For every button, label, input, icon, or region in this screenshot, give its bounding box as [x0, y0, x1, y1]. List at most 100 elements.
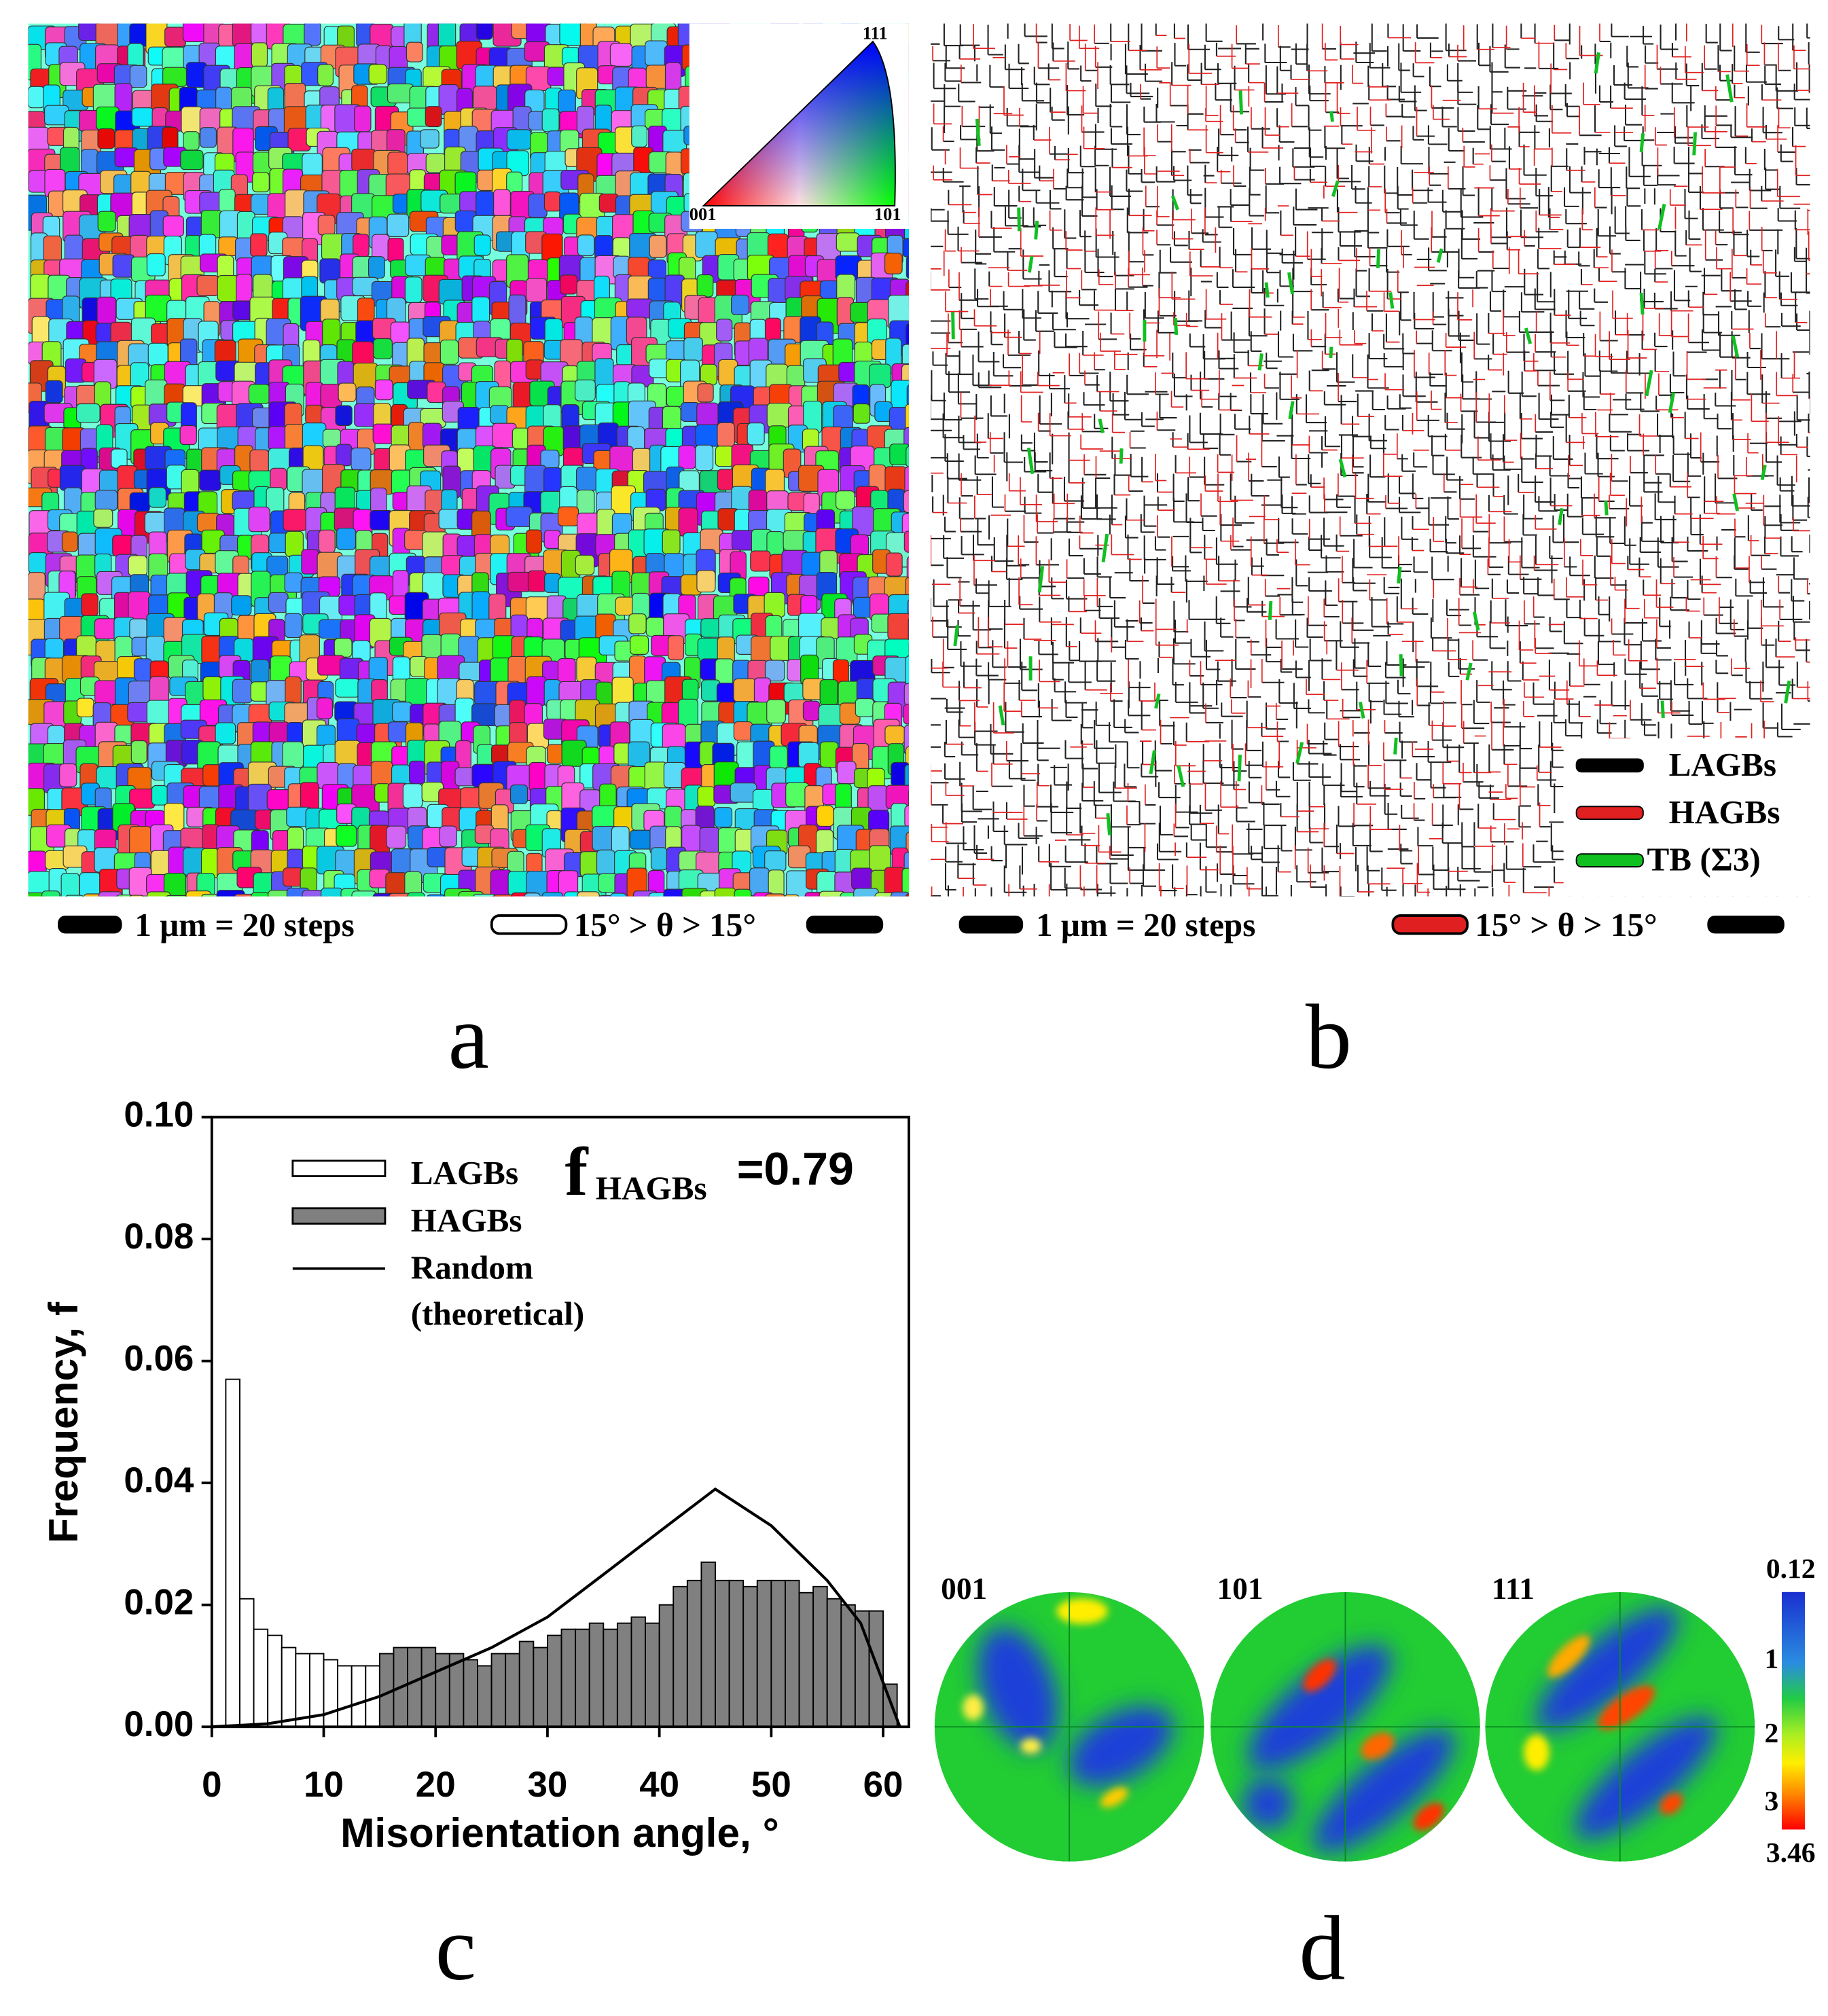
- grain: [59, 763, 77, 787]
- grain: [558, 89, 576, 114]
- grain: [335, 678, 360, 698]
- scale-bar: [58, 915, 122, 934]
- bar: [490, 1653, 507, 1728]
- grain: [543, 530, 561, 550]
- boundary-text: 15° > θ > 15°: [1475, 906, 1657, 943]
- grain: [493, 189, 511, 217]
- boundary-map: LAGBs HAGBs TB (Σ3): [931, 23, 1810, 897]
- grain: [626, 298, 653, 319]
- grain: [609, 43, 633, 67]
- grain: [906, 556, 909, 592]
- grain: [253, 274, 273, 300]
- grain: [28, 871, 52, 895]
- grain: [905, 746, 909, 769]
- grain: [351, 890, 377, 897]
- grain: [268, 592, 289, 613]
- grain: [543, 191, 562, 212]
- grain: [338, 382, 357, 402]
- grain: [374, 379, 393, 401]
- grain: [41, 890, 60, 897]
- bar: [518, 1640, 535, 1728]
- grain: [908, 789, 909, 811]
- grain: [28, 552, 48, 574]
- grain: [645, 617, 665, 637]
- grain: [766, 699, 786, 724]
- grain: [402, 783, 423, 808]
- annotation-value: =0.79: [737, 1143, 854, 1195]
- grain: [351, 148, 376, 173]
- grain: [409, 760, 426, 785]
- bar: [323, 1659, 339, 1728]
- grain: [183, 131, 200, 151]
- bar: [267, 1634, 283, 1728]
- grain: [373, 338, 393, 359]
- grain: [79, 872, 101, 897]
- bar: [281, 1646, 297, 1728]
- grain: [753, 892, 774, 897]
- grain: [232, 679, 253, 704]
- grain: [248, 384, 270, 404]
- grain: [162, 215, 184, 237]
- grain: [750, 550, 771, 572]
- grain: [903, 530, 909, 553]
- grain: [427, 894, 446, 897]
- grain: [766, 490, 789, 512]
- grain: [305, 404, 323, 425]
- grain: [526, 676, 547, 706]
- bar: [546, 1634, 562, 1728]
- grain: [769, 745, 788, 770]
- grain: [884, 253, 903, 274]
- boundary-swatch: [806, 915, 884, 934]
- pole-blob: [1020, 1738, 1041, 1754]
- scale-bar: [958, 915, 1024, 934]
- grain: [716, 319, 733, 342]
- bar: [812, 1585, 828, 1728]
- grain: [524, 893, 541, 897]
- bar: [239, 1598, 255, 1728]
- grain: [202, 676, 223, 701]
- grain: [528, 761, 547, 792]
- grain: [527, 570, 547, 592]
- bar: [798, 1591, 814, 1728]
- grain: [215, 722, 236, 744]
- scale-text: 1 μm = 20 steps: [135, 906, 354, 943]
- grain: [768, 869, 785, 897]
- legend-label: (theoretical): [411, 1295, 585, 1333]
- grain: [151, 785, 168, 806]
- pole-blob: [1312, 1729, 1455, 1853]
- grain: [186, 448, 203, 473]
- grain: [749, 867, 770, 897]
- grain: [61, 531, 78, 552]
- grain: [266, 789, 292, 810]
- hagb-lines: [931, 23, 1810, 897]
- grain: [372, 423, 394, 444]
- bar: [463, 1659, 478, 1728]
- grain: [317, 215, 336, 236]
- grain: [182, 23, 207, 42]
- grain: [146, 891, 171, 897]
- grain: [853, 403, 871, 424]
- legend-label: LAGBs: [1669, 746, 1776, 783]
- legend-swatch: [291, 1159, 387, 1177]
- grain: [179, 425, 197, 446]
- grain: [631, 125, 647, 147]
- grain: [30, 274, 52, 301]
- grain: [270, 467, 287, 491]
- grain: [908, 643, 909, 658]
- grain: [471, 591, 490, 623]
- scale-text: 1 μm = 20 steps: [1036, 906, 1255, 943]
- bar: [868, 1610, 884, 1728]
- grain: [476, 23, 493, 40]
- grain: [28, 86, 45, 109]
- grain: [440, 340, 459, 365]
- bar: [505, 1653, 520, 1728]
- grain: [251, 892, 270, 897]
- pole-figure: [1211, 1591, 1480, 1862]
- grain: [248, 506, 270, 533]
- grain: [128, 555, 147, 577]
- grain: [408, 422, 425, 452]
- grain: [697, 786, 716, 808]
- grain: [819, 890, 846, 897]
- grain: [335, 405, 353, 426]
